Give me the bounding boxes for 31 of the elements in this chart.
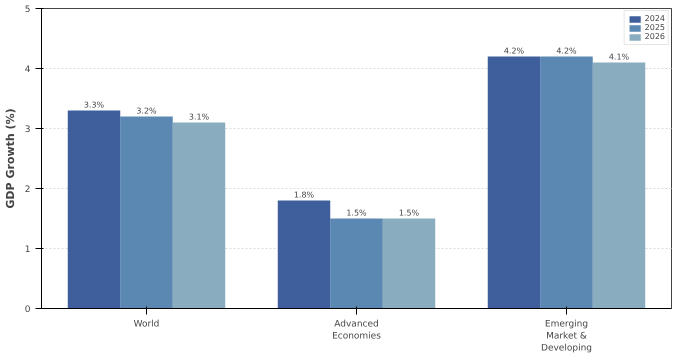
y-tick-label: 2 (24, 185, 31, 195)
bar (120, 116, 173, 308)
data-label: 1.8% (294, 190, 315, 200)
x-tick-label: Emerging Market & Developing (541, 320, 592, 354)
legend-label: 2024 (644, 14, 665, 23)
data-label: 4.2% (504, 46, 525, 56)
bar (488, 56, 540, 308)
bar (592, 62, 646, 308)
data-label: 1.5% (398, 208, 420, 218)
y-axis-title: GDP Growth (%) (4, 108, 17, 209)
bar (278, 200, 330, 308)
legend-label: 2026 (644, 32, 665, 41)
x-tick-label: Advanced Economies (332, 320, 382, 342)
data-label: 4.2% (556, 46, 578, 56)
legend-label: 2025 (644, 23, 665, 32)
bar (540, 56, 593, 308)
data-label: 3.2% (136, 106, 158, 116)
bar (330, 218, 383, 308)
data-label: 4.1% (608, 52, 630, 62)
bar (382, 218, 436, 308)
data-label: 3.3% (84, 100, 105, 110)
y-tick-label: 3 (24, 125, 31, 135)
y-tick-label: 4 (24, 65, 31, 75)
data-label: 1.5% (346, 208, 368, 218)
y-tick-label: 0 (24, 305, 31, 315)
bar (68, 110, 120, 308)
bar (172, 122, 226, 308)
data-label: 3.1% (188, 112, 210, 122)
y-tick-label: 1 (24, 245, 31, 255)
x-tick-label: World (134, 320, 160, 330)
y-tick-label: 5 (24, 5, 31, 15)
